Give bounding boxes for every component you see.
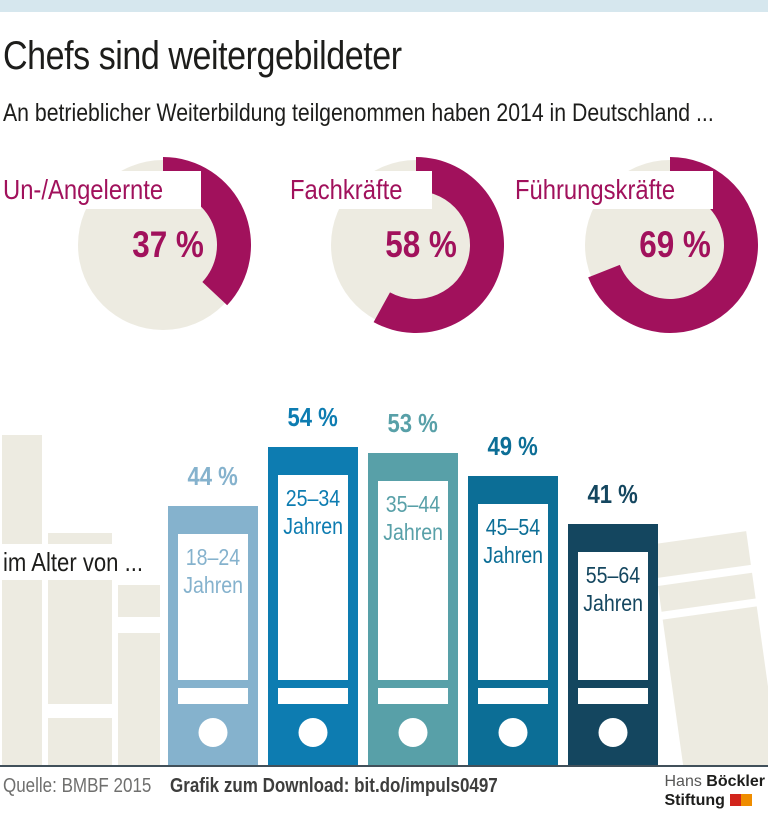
baseline-rule [0,765,768,767]
donut-value: 69 % [639,224,711,265]
binder-slot [178,688,248,704]
bar-value-label: 44 % [187,461,239,491]
donut-label: Un-/Angelernte [0,171,202,209]
bar-category-label: Jahren [283,513,344,539]
binder-hole [298,718,328,747]
bar-category-label: Jahren [483,542,544,568]
binder-bar-3: 35–44 Jahren [368,453,458,765]
bar-category-label: 25–34 [285,485,341,511]
source-note: Quelle: BMBF 2015 [3,775,152,797]
binder-label-panel: 25–34 Jahren [278,475,348,680]
hbs-logo: Hans Böckler Stiftung [664,772,765,810]
binder-hole [398,718,428,747]
binder-slot [278,688,348,704]
bar-chart-title-band: im Alter von ... [0,544,164,580]
logo-line2: Stiftung [664,792,725,809]
bar-value-label: 53 % [387,408,439,438]
bar-value-label: 41 % [587,479,639,509]
binder-slot [478,688,548,704]
binder-hole [598,718,628,747]
binder-label-panel: 35–44 Jahren [378,481,448,680]
bar-category-label: 55–64 [585,562,641,588]
binder-label-panel: 45–54 Jahren [478,504,548,680]
donut-label: Fachkräfte [287,171,433,209]
bar-category-label: 18–24 [185,544,241,570]
binder-label-panel: 55–64 Jahren [578,552,648,680]
binder-slot [578,688,648,704]
logo-red-square [729,794,741,806]
donut-value: 37 % [132,224,204,265]
bar-value-label: 49 % [487,431,539,461]
donut-value: 58 % [385,224,457,265]
bar-category-label: Jahren [583,590,644,616]
bar-chart-title: im Alter von ... [3,547,144,577]
age-bar-chart: im Alter von ... 18–24 Jahren 44 % 25–34 Jah… [0,330,768,765]
bar-value-label: 54 % [287,402,339,432]
binder-bar-2: 25–34 Jahren [268,447,358,765]
book-spine-decoration [2,435,42,765]
binder-bar-5: 55–64 Jahren [568,524,658,765]
binder-bar-4: 45–54 Jahren [468,476,558,765]
page-title: Chefs sind weitergebildeter [3,34,402,78]
footer: Quelle: BMBF 2015 Grafik zum Download: b… [0,767,768,825]
logo-name-light: Hans [664,773,702,790]
page-subtitle: An betrieblicher Weiterbildung teilgenom… [3,99,714,127]
logo-orange-square [740,794,752,806]
donut-chart-row: 37 % Un-/Angelernte 58 % Fachkräfte 69 % Führ… [0,0,768,345]
binder-bar-1: 18–24 Jahren [168,506,258,765]
bar-category-label: Jahren [183,572,244,598]
donut-label: Führungskräfte [512,171,714,209]
bar-category-label: 35–44 [385,491,441,517]
bar-category-label: 45–54 [485,514,541,540]
binder-label-panel: 18–24 Jahren [178,534,248,680]
download-note: Grafik zum Download: bit.do/impuls0497 [170,775,498,797]
bar-category-label: Jahren [383,519,444,545]
top-color-strip [0,0,768,12]
book-spine-decoration [118,585,160,765]
binder-hole [198,718,228,747]
binder-slot [378,688,448,704]
binder-hole [498,718,528,747]
logo-name-bold: Böckler [706,773,765,790]
tilted-book-decoration [652,531,768,765]
